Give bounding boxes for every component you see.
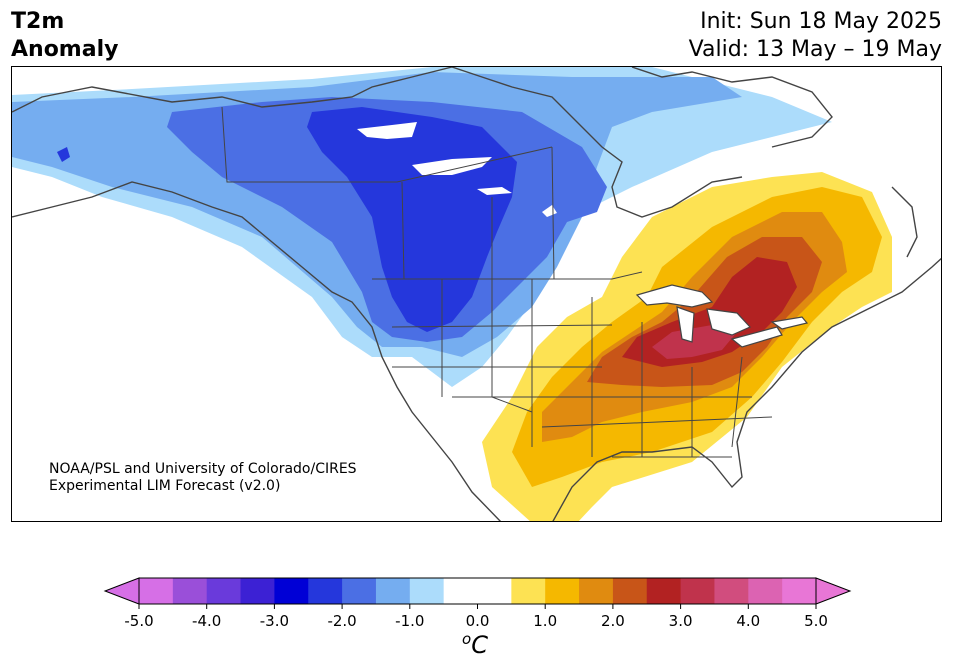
colorbar-swatch (680, 578, 715, 604)
colorbar-over-arrow (815, 577, 852, 605)
credit-line-2: Experimental LIM Forecast (v2.0) (49, 478, 281, 494)
colorbar-swatches (139, 578, 817, 604)
colorbar-tick-label: 4.0 (736, 612, 760, 630)
colorbar-swatch (206, 578, 242, 604)
init-date: Init: Sun 18 May 2025 (700, 9, 942, 34)
colorbar-swatch (342, 578, 377, 604)
colorbar-tick-label: -1.0 (395, 612, 424, 630)
colorbar-swatch (511, 578, 546, 604)
colorbar-swatch (579, 578, 614, 604)
credit-line-1: NOAA/PSL and University of Colorado/CIRE… (49, 461, 357, 477)
colorbar-tick-label: 2.0 (601, 612, 625, 630)
colorbar-ticks: -5.0 -4.0 -3.0 -2.0 -1.0 0.0 1.0 2.0 3.0 4.0 5.0 (124, 604, 828, 630)
colorbar-swatch (612, 578, 648, 604)
colorbar-under-arrow (103, 577, 140, 605)
warm-anomaly-core (652, 325, 737, 359)
credit-text: NOAA/PSL and University of Colorado/CIRE… (49, 461, 357, 495)
colorbar-tick-label: -5.0 (124, 612, 153, 630)
colorbar-tick-label: -3.0 (260, 612, 289, 630)
colorbar-tick-label: 1.0 (533, 612, 557, 630)
colorbar-swatch (545, 578, 580, 604)
colorbar-tick-label: 5.0 (804, 612, 828, 630)
colorbar-tick-label: -4.0 (192, 612, 221, 630)
valid-period: Valid: 13 May – 19 May (688, 37, 942, 62)
cold-anomaly-spot (57, 147, 70, 162)
colorbar-tick-label: -2.0 (327, 612, 356, 630)
variable-name: T2m (11, 9, 65, 34)
colorbar-swatch (240, 578, 275, 604)
colorbar-swatch (172, 578, 208, 604)
great-lakes (635, 284, 809, 348)
colorbar-swatch (782, 578, 817, 604)
colorbar-swatch (274, 578, 309, 604)
colorbar-swatch (646, 578, 682, 604)
colorbar-swatch (375, 578, 411, 604)
anomaly-map (11, 66, 942, 522)
coastlines (12, 67, 941, 521)
colorbar-swatch (139, 578, 174, 604)
colorbar-tick-label: 0.0 (466, 612, 490, 630)
colorbar-unit: oC (462, 630, 488, 659)
political-boundaries (221, 106, 773, 458)
colorbar-tick-label: 3.0 (669, 612, 693, 630)
colorbar-swatch (748, 578, 783, 604)
colorbar-swatch (409, 578, 445, 604)
map-title: T2m Anomaly (11, 8, 118, 64)
forecast-dates: Init: Sun 18 May 2025 Valid: 13 May – 19… (689, 8, 942, 64)
variable-subtitle: Anomaly (11, 37, 119, 62)
map-canvas (12, 67, 941, 521)
colorbar: -5.0 -4.0 -3.0 -2.0 -1.0 0.0 1.0 2.0 3.0 4.0 5.0 (103, 577, 852, 630)
colorbar-swatch (443, 578, 478, 604)
colorbar-swatch (714, 578, 749, 604)
colorbar-swatch (308, 578, 343, 604)
colorbar-swatch (477, 578, 512, 604)
